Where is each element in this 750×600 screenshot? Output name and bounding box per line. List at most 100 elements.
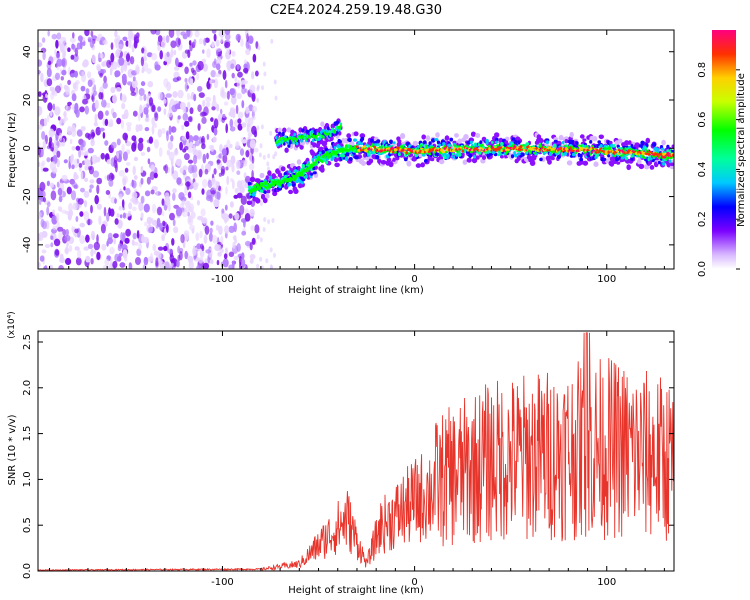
noise-cell (62, 229, 67, 236)
ridge-cell (610, 156, 616, 161)
noise-cell (82, 61, 88, 68)
ridge-cell (375, 155, 380, 160)
noise-cell (232, 260, 235, 269)
noise-cell (253, 147, 259, 153)
ridge-cell (545, 140, 550, 145)
ridge-cell (376, 143, 380, 146)
ridge-cell (310, 129, 314, 134)
noise-cell (61, 69, 67, 76)
ridge-cell (615, 157, 620, 162)
noise-cell (241, 139, 248, 144)
noise-cell (188, 215, 192, 224)
ridge-cell (503, 143, 508, 148)
ridge-cell (296, 159, 302, 165)
noise-cell (138, 201, 144, 212)
ridge-cell (451, 155, 454, 158)
noise-cell (170, 50, 174, 58)
noise-cell (230, 155, 236, 165)
noise-cell (128, 262, 132, 268)
noise-cell (60, 76, 64, 81)
noise-cell (220, 36, 224, 44)
ridge-cell (434, 152, 439, 156)
noise-cell (55, 52, 61, 59)
noise-cell (116, 213, 120, 218)
noise-cell (85, 88, 90, 94)
ridge-cell (332, 142, 338, 148)
noise-cell (42, 51, 46, 61)
noise-cell (177, 38, 181, 46)
y-tick-label: 0 (22, 145, 33, 151)
noise-cell (94, 113, 98, 124)
noise-cell (104, 118, 109, 126)
ridge-cell (419, 144, 422, 148)
noise-cell (146, 216, 153, 225)
ridge-cell (491, 151, 496, 155)
noise-cell (226, 139, 231, 150)
noise-cell (198, 92, 205, 98)
noise-cell (114, 253, 120, 262)
ridge-cell (247, 185, 251, 189)
noise-cell (221, 208, 225, 214)
ridge-cell (504, 140, 509, 145)
noise-cell (125, 53, 131, 62)
noise-cell (55, 72, 60, 81)
noise-cell (70, 73, 75, 78)
noise-cell (65, 246, 69, 255)
noise-cell (121, 244, 128, 251)
ridge-cell (293, 188, 299, 194)
noise-cell (155, 257, 159, 267)
noise-cell (70, 54, 75, 60)
ridge-cell (295, 141, 299, 146)
noise-cell (225, 186, 228, 195)
noise-cell (148, 136, 154, 144)
ridge-cell (451, 152, 455, 156)
ridge-cell (400, 144, 403, 149)
ridge-cell (494, 137, 499, 142)
snr-ticks: -100 0 100 0.0 0.5 1.0 1.5 2.0 2.5 (22, 331, 674, 588)
noise-cell (241, 252, 245, 260)
ridge-cell (607, 154, 611, 158)
noise-cell (216, 49, 219, 56)
noise-cell (152, 203, 157, 214)
noise-cell (193, 154, 198, 165)
noise-cell (125, 122, 132, 127)
noise-cell (58, 195, 63, 203)
ridge-cell (451, 149, 455, 153)
noise-cell (77, 35, 83, 42)
noise-cell (144, 117, 150, 123)
ridge-cell (496, 144, 500, 147)
ridge-cell (582, 147, 585, 149)
noise-cell (113, 233, 119, 239)
noise-cell (76, 129, 83, 137)
ridge-cell (536, 148, 540, 153)
noise-cell (96, 65, 102, 72)
noise-cell (251, 92, 256, 102)
noise-cell (249, 163, 255, 171)
spectrogram-heatmap (38, 30, 674, 269)
noise-cell (124, 254, 128, 262)
noise-cell (222, 70, 227, 80)
noise-cell (157, 246, 164, 251)
ridge-cell (249, 193, 252, 196)
noise-cell (47, 201, 51, 208)
ridge-cell (411, 151, 414, 153)
noise-cell (177, 115, 181, 120)
noise-cell (38, 106, 43, 116)
noise-cell (116, 138, 121, 146)
ridge-cell (362, 148, 365, 151)
noise-cell (80, 85, 86, 92)
noise-cell (262, 227, 266, 232)
ridge-cell (315, 161, 319, 164)
noise-cell (235, 33, 241, 42)
noise-cell (153, 250, 159, 256)
noise-cell (79, 211, 84, 217)
noise-cell (111, 61, 114, 72)
noise-cell (49, 161, 57, 171)
noise-cell (231, 95, 237, 105)
noise-cell (69, 155, 74, 165)
ridge-cell (550, 156, 555, 161)
ridge-cell (552, 146, 555, 149)
colorbar-tick-label: 0.8 (697, 62, 708, 78)
noise-cell (212, 235, 218, 244)
noise-cell (110, 86, 116, 94)
